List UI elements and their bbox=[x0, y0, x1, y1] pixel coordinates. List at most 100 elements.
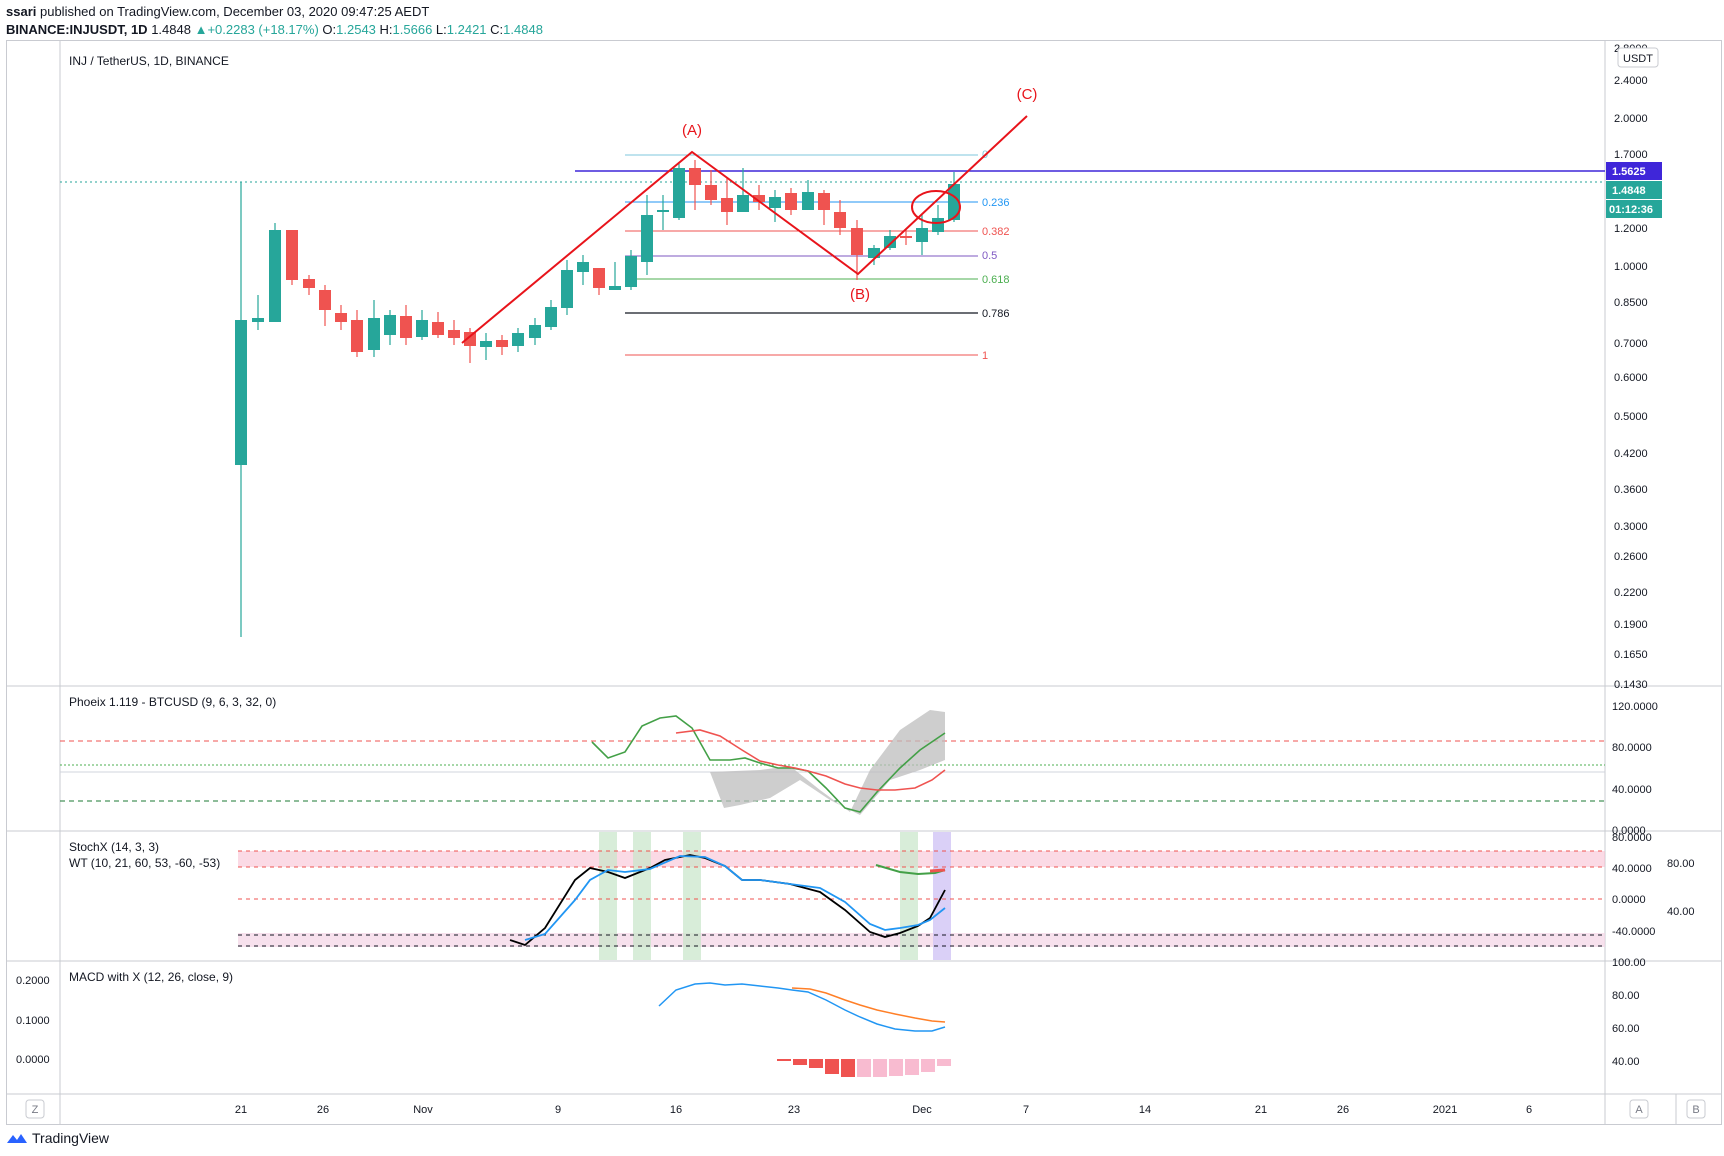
price-badge bbox=[1606, 181, 1662, 199]
wave-label-c: (C) bbox=[1017, 86, 1038, 103]
candle-body bbox=[868, 248, 880, 258]
candle-body bbox=[269, 230, 281, 322]
time-axis-label: 9 bbox=[555, 1104, 561, 1116]
time-axis-label: Dec bbox=[912, 1104, 932, 1116]
phoenix-slow-line bbox=[675, 729, 946, 791]
log-scale-button[interactable] bbox=[1686, 1099, 1706, 1119]
main-pane-title: INJ / TetherUS, 1D, BINANCE bbox=[69, 54, 229, 68]
fib-label-0236: 0.236 bbox=[982, 197, 1010, 209]
open-value: 1.2543 bbox=[336, 22, 376, 37]
macd-histogram-bar bbox=[793, 1059, 807, 1065]
price-tick-label: 0.1900 bbox=[1614, 619, 1648, 631]
price-tick-label: 0.1650 bbox=[1614, 649, 1648, 661]
macd-right-tick-label: 100.00 bbox=[1612, 957, 1646, 969]
stoch-overbought-zone bbox=[238, 851, 1605, 867]
macd-signal-line bbox=[791, 987, 946, 1023]
price-tick-label: 2.4000 bbox=[1614, 75, 1648, 87]
candle-body bbox=[593, 268, 605, 288]
phoenix-tick-label: 120.0000 bbox=[1612, 701, 1658, 713]
stoch-title: StochX (14, 3, 3) bbox=[69, 840, 159, 854]
wt-tick-label: 80.00 bbox=[1667, 858, 1695, 870]
candle-body bbox=[480, 341, 492, 347]
candle-body bbox=[464, 332, 476, 346]
candle-body bbox=[252, 318, 264, 322]
macd-histogram-bar bbox=[777, 1059, 791, 1061]
fib-label-05: 0.5 bbox=[982, 250, 997, 262]
elliott-wave-lines[interactable] bbox=[461, 115, 1028, 344]
auto-scale-label: A bbox=[1635, 1104, 1643, 1116]
price-tick-label: 0.2200 bbox=[1614, 587, 1648, 599]
time-axis-label: 23 bbox=[788, 1104, 800, 1116]
candle-body bbox=[851, 228, 863, 255]
footer-brand[interactable]: TradingView bbox=[6, 1130, 109, 1146]
ohlc-line: BINANCE:INJUSDT, 1D 1.4848 ▲+0.2283 (+18… bbox=[6, 22, 543, 37]
candle-body bbox=[900, 236, 912, 238]
macd-histogram-bar bbox=[857, 1059, 871, 1077]
candle-body bbox=[319, 290, 331, 310]
candle-body bbox=[303, 279, 315, 288]
tradingview-logo-icon bbox=[7, 1134, 27, 1143]
candle-body bbox=[916, 228, 928, 242]
candle-body bbox=[641, 215, 653, 262]
auto-scale-button[interactable] bbox=[1629, 1099, 1649, 1119]
stoch-oversold-zone bbox=[238, 933, 1605, 947]
candle-body bbox=[545, 307, 557, 327]
macd-left-tick-label: 0.1000 bbox=[16, 1015, 50, 1027]
close-value: 1.4848 bbox=[503, 22, 543, 37]
publish-info: ssari published on TradingView.com, Dece… bbox=[6, 4, 429, 19]
fib-label-0618: 0.618 bbox=[982, 274, 1010, 286]
macd-right-tick-label: 40.00 bbox=[1612, 1056, 1640, 1068]
time-axis-label: 2021 bbox=[1433, 1104, 1457, 1116]
up-arrow-icon: ▲ bbox=[194, 22, 208, 37]
macd-histogram-bar bbox=[921, 1059, 935, 1072]
time-zone-button-label: Z bbox=[32, 1104, 39, 1116]
level-badge bbox=[1606, 162, 1662, 180]
macd-histogram-bar bbox=[809, 1059, 823, 1068]
macd-histogram-bar bbox=[825, 1059, 839, 1074]
open-label: O: bbox=[322, 22, 337, 37]
candle-body bbox=[948, 184, 960, 220]
fib-label-0382: 0.382 bbox=[982, 226, 1010, 238]
author-name: ssari bbox=[6, 4, 37, 19]
stoch-tick-label: -40.0000 bbox=[1612, 926, 1655, 938]
candle-body bbox=[416, 320, 428, 337]
phoenix-shaded-area bbox=[710, 710, 945, 815]
high-value: 1.5666 bbox=[392, 22, 433, 37]
candle-body bbox=[705, 185, 717, 200]
macd-left-tick-label: 0.0000 bbox=[16, 1054, 50, 1066]
candle-body bbox=[529, 325, 541, 338]
symbol-label: BINANCE:INJUSDT, 1D bbox=[6, 22, 148, 37]
price-tick-label: 0.5000 bbox=[1614, 411, 1648, 423]
fib-label-1: 1 bbox=[982, 350, 988, 362]
price-tick-label: 0.3600 bbox=[1614, 484, 1648, 496]
macd-line bbox=[658, 982, 946, 1032]
macd-right-tick-label: 60.00 bbox=[1612, 1023, 1640, 1035]
time-axis-label: 14 bbox=[1139, 1104, 1151, 1116]
last-price: 1.4848 bbox=[151, 22, 191, 37]
time-zone-button[interactable] bbox=[25, 1099, 45, 1119]
low-label: L: bbox=[435, 22, 447, 37]
price-tick-label: 1.7000 bbox=[1614, 149, 1648, 161]
footer-brand-text: TradingView bbox=[32, 1130, 110, 1146]
time-axis-label: 16 bbox=[670, 1104, 682, 1116]
phoenix-title: Phoeix 1.119 - BTCUSD (9, 6, 3, 32, 0) bbox=[69, 695, 276, 709]
time-axis-label: 26 bbox=[1337, 1104, 1349, 1116]
chart-frame[interactable] bbox=[6, 40, 1722, 1125]
macd-histogram-bar bbox=[937, 1059, 951, 1066]
time-axis-label: 7 bbox=[1023, 1104, 1029, 1116]
price-tick-label: 2.0000 bbox=[1614, 113, 1648, 125]
wt-tick-label: 40.00 bbox=[1667, 906, 1695, 918]
highlight-circle[interactable] bbox=[911, 190, 961, 224]
close-label: C: bbox=[490, 22, 504, 37]
price-change: +0.2283 (+18.17%) bbox=[207, 22, 319, 37]
currency-button[interactable] bbox=[1617, 47, 1659, 68]
wt-title: WT (10, 21, 60, 53, -60, -53) bbox=[69, 856, 220, 870]
time-axis-label: 21 bbox=[1255, 1104, 1267, 1116]
candle-body bbox=[384, 315, 396, 335]
candle-body bbox=[448, 330, 460, 338]
macd-histogram bbox=[777, 1059, 951, 1077]
macd-right-tick-label: 80.00 bbox=[1612, 990, 1640, 1002]
candle-body bbox=[753, 195, 765, 202]
price-tick-label: 0.1430 bbox=[1614, 679, 1648, 691]
